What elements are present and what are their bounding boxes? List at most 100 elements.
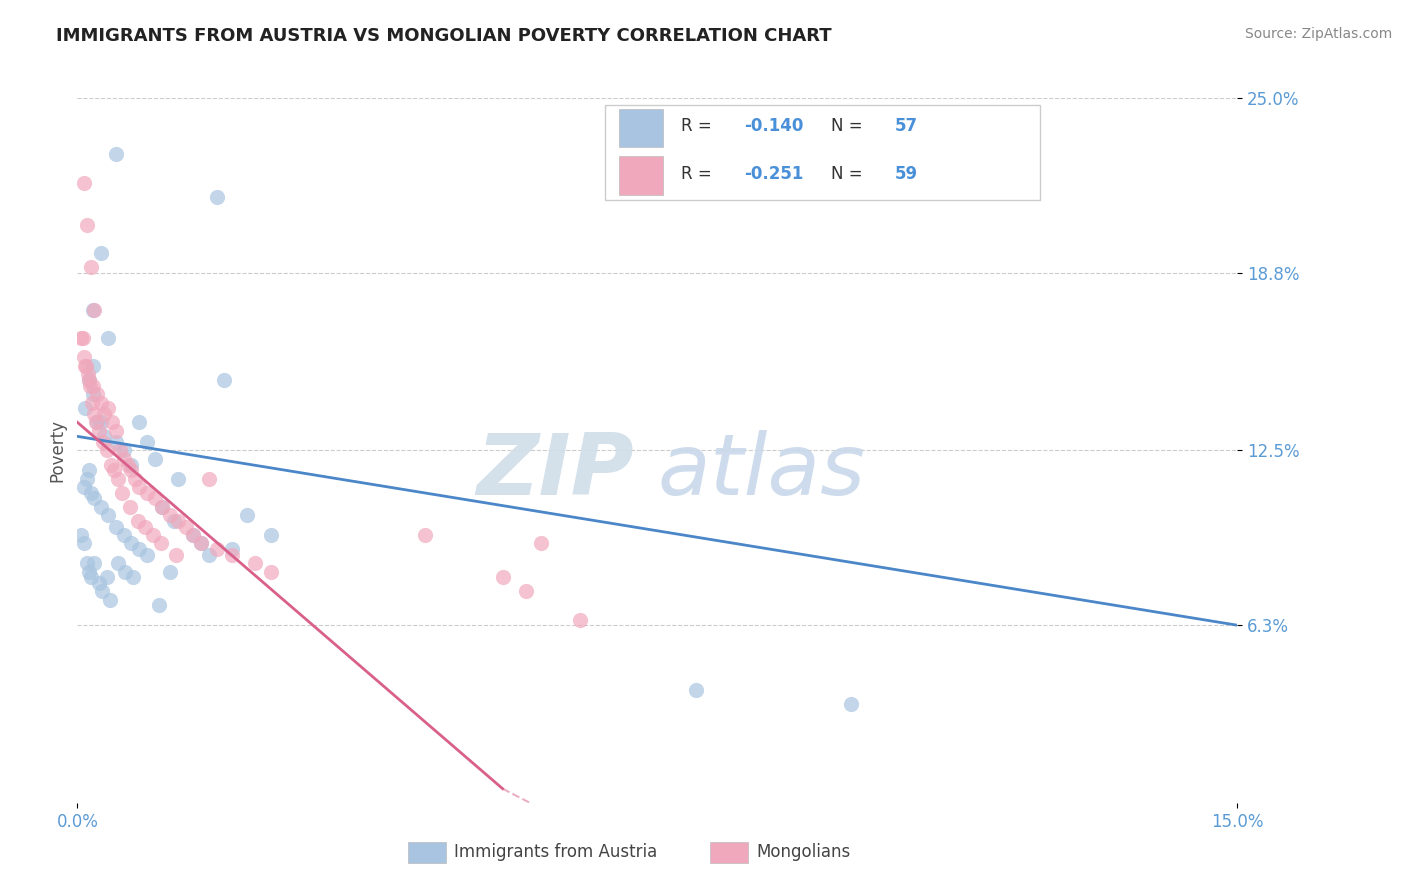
Text: N =: N = — [831, 165, 868, 183]
Point — [72, 480, 94, 494]
Point — [87, 576, 110, 591]
Point — [75, 359, 96, 373]
Point — [83, 302, 105, 317]
Point — [112, 528, 135, 542]
Point — [245, 556, 267, 570]
Point — [236, 508, 259, 523]
Text: -0.251: -0.251 — [744, 165, 804, 183]
Point — [166, 514, 188, 528]
Y-axis label: Poverty: Poverty — [48, 419, 66, 482]
Point — [839, 697, 862, 711]
Point — [108, 443, 131, 458]
Point — [77, 373, 100, 387]
Point — [149, 536, 172, 550]
Point — [86, 415, 108, 429]
Point — [142, 528, 165, 542]
Point — [221, 548, 243, 562]
Point — [101, 415, 124, 429]
Point — [107, 556, 129, 570]
Point — [75, 359, 97, 373]
Point — [83, 556, 105, 570]
Point — [82, 378, 104, 392]
Point — [105, 147, 127, 161]
Point — [97, 508, 120, 523]
Text: R =: R = — [681, 117, 717, 136]
Point — [118, 500, 141, 514]
Point — [135, 435, 157, 450]
Point — [72, 331, 94, 345]
Point — [197, 548, 219, 562]
Point — [112, 443, 135, 458]
Point — [82, 359, 104, 373]
Point — [183, 528, 205, 542]
Point — [76, 472, 98, 486]
Point — [100, 458, 122, 472]
Point — [413, 528, 436, 542]
Point — [77, 368, 100, 382]
Text: atlas: atlas — [658, 430, 865, 513]
Point — [80, 485, 103, 500]
Point — [76, 556, 98, 570]
Point — [165, 548, 187, 562]
Point — [73, 351, 96, 365]
Text: 57: 57 — [896, 117, 918, 136]
Point — [128, 415, 150, 429]
Point — [83, 491, 105, 506]
Point — [103, 463, 125, 477]
Text: Source: ZipAtlas.com: Source: ZipAtlas.com — [1244, 27, 1392, 41]
Point — [93, 407, 115, 421]
Text: Mongolians: Mongolians — [756, 843, 851, 861]
Point — [128, 542, 150, 557]
Point — [190, 536, 212, 550]
Point — [79, 378, 101, 392]
FancyBboxPatch shape — [710, 841, 748, 863]
Point — [190, 536, 212, 550]
FancyBboxPatch shape — [619, 109, 664, 147]
Point — [107, 472, 129, 486]
Text: N =: N = — [831, 117, 868, 136]
Point — [166, 472, 188, 486]
Point — [163, 514, 186, 528]
Text: R =: R = — [681, 165, 717, 183]
Point — [128, 480, 150, 494]
Point — [91, 435, 114, 450]
Point — [117, 458, 139, 472]
Text: 59: 59 — [896, 165, 918, 183]
Point — [77, 463, 100, 477]
Point — [82, 302, 104, 317]
Point — [80, 260, 103, 275]
Point — [86, 387, 108, 401]
Point — [159, 565, 181, 579]
Point — [96, 570, 118, 584]
Point — [205, 190, 228, 204]
Point — [159, 508, 181, 523]
Point — [87, 424, 110, 438]
Point — [75, 401, 96, 416]
Point — [183, 528, 205, 542]
Point — [221, 542, 243, 557]
Point — [530, 536, 553, 550]
Text: Immigrants from Austria: Immigrants from Austria — [454, 843, 658, 861]
Text: -0.140: -0.140 — [744, 117, 804, 136]
FancyBboxPatch shape — [619, 156, 664, 194]
Point — [205, 542, 228, 557]
Point — [120, 458, 143, 472]
Point — [70, 331, 93, 345]
Point — [124, 472, 146, 486]
Point — [93, 429, 115, 443]
Point — [134, 519, 156, 533]
Point — [80, 570, 103, 584]
Point — [72, 536, 94, 550]
Point — [492, 570, 515, 584]
Point — [127, 514, 149, 528]
Point — [259, 565, 281, 579]
Point — [197, 472, 219, 486]
Point — [105, 435, 127, 450]
Point — [148, 599, 170, 613]
FancyBboxPatch shape — [408, 841, 446, 863]
Point — [77, 565, 100, 579]
Point — [174, 519, 197, 533]
Point — [112, 451, 135, 466]
Point — [105, 519, 127, 533]
Point — [84, 415, 107, 429]
